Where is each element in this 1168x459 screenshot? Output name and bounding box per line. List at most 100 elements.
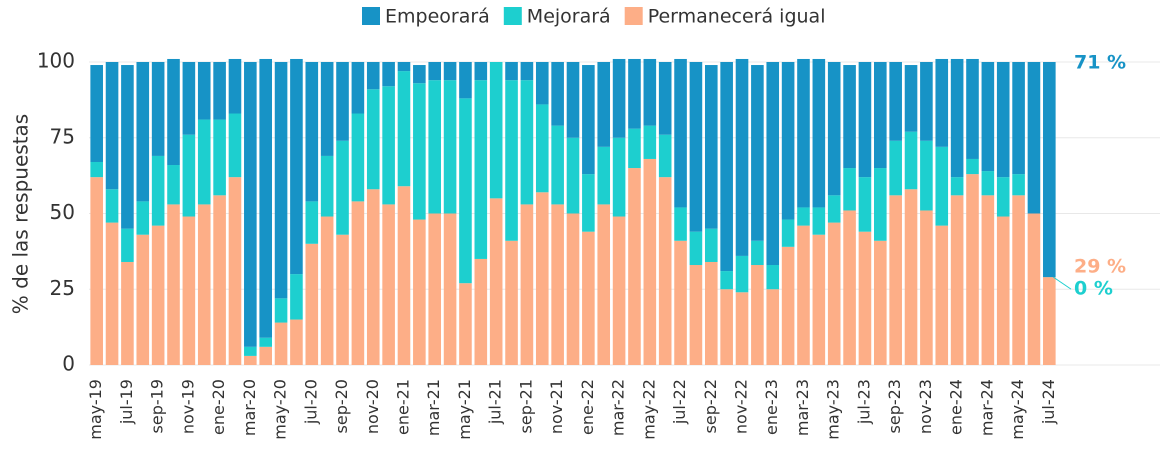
bar-segment bbox=[213, 195, 226, 365]
bar-segment bbox=[228, 58, 242, 114]
legend-label: Mejorará bbox=[527, 6, 611, 28]
bar-segment bbox=[597, 204, 611, 365]
bar-segment bbox=[105, 222, 119, 365]
bar-segment bbox=[766, 265, 780, 290]
bar-segment bbox=[167, 165, 180, 205]
x-tick-label: sep-19 bbox=[148, 379, 167, 433]
bar-segment bbox=[720, 271, 733, 290]
bar-segment bbox=[628, 58, 641, 129]
bar-segment bbox=[520, 204, 534, 365]
bar-segment bbox=[336, 140, 349, 235]
bar-segment bbox=[259, 337, 272, 347]
bar-segment bbox=[136, 62, 150, 202]
bar-segment bbox=[1027, 213, 1041, 365]
bar-segment bbox=[1012, 62, 1025, 175]
bar-segment bbox=[382, 86, 395, 205]
y-tick-label: 75 bbox=[50, 124, 75, 148]
legend-swatch bbox=[362, 7, 380, 25]
bar-segment bbox=[474, 80, 488, 259]
bar-segment bbox=[935, 146, 949, 226]
bar-segment bbox=[720, 62, 733, 272]
bar-segment bbox=[413, 219, 426, 365]
x-tick-label: jul-23 bbox=[854, 379, 873, 425]
bar-segment bbox=[874, 168, 887, 241]
x-tick-label: nov-23 bbox=[916, 379, 935, 434]
bar-segment bbox=[182, 62, 196, 135]
bar-segment bbox=[305, 201, 319, 244]
bar-segment bbox=[551, 125, 564, 205]
bar-segment bbox=[812, 58, 826, 208]
bar-segment bbox=[413, 83, 426, 220]
bar-segment bbox=[720, 289, 733, 365]
bar-segment bbox=[397, 71, 411, 187]
bar-segment bbox=[305, 62, 319, 202]
bar-segment bbox=[274, 298, 288, 323]
x-tick-label: nov-21 bbox=[547, 379, 566, 434]
bar-segment bbox=[996, 62, 1010, 178]
legend-swatch bbox=[503, 7, 522, 25]
bar-segment bbox=[966, 158, 979, 175]
bar-segment bbox=[781, 62, 795, 220]
bar-segment bbox=[136, 234, 150, 365]
bar-segment bbox=[643, 125, 657, 159]
bar-segment bbox=[674, 240, 687, 365]
bar-segment bbox=[290, 58, 303, 275]
bar-segment bbox=[351, 201, 365, 365]
x-tick-label: ene-21 bbox=[393, 379, 412, 435]
bar-segment bbox=[121, 65, 134, 229]
bar-segment bbox=[858, 231, 872, 365]
bar-segment bbox=[505, 240, 518, 365]
legend-label: Empeorará bbox=[385, 6, 490, 28]
x-tick-label: ene-23 bbox=[762, 379, 781, 435]
bar-segment bbox=[966, 174, 979, 365]
leader-line bbox=[1053, 276, 1072, 290]
bar-segment bbox=[966, 58, 979, 159]
bar-segment bbox=[920, 62, 933, 141]
x-tick-label: mar-21 bbox=[424, 379, 443, 436]
bar-segment bbox=[274, 322, 288, 365]
bar-segment bbox=[566, 62, 580, 138]
bar-segment bbox=[735, 292, 749, 365]
bar-segment bbox=[382, 204, 395, 365]
bar-segment bbox=[535, 104, 549, 193]
bar-segment bbox=[950, 177, 964, 196]
bar-segment bbox=[781, 246, 795, 365]
bar-segment bbox=[781, 219, 795, 247]
bar-segment bbox=[628, 168, 641, 365]
bar-segment bbox=[674, 207, 687, 241]
bar-segment bbox=[90, 177, 103, 365]
bar-segment bbox=[827, 62, 841, 196]
bar-segment bbox=[874, 62, 887, 169]
bar-segment bbox=[213, 119, 226, 196]
bar-segment bbox=[751, 65, 764, 241]
bar-segment bbox=[904, 131, 918, 190]
bar-segment bbox=[121, 228, 134, 262]
x-tick-label: jul-24 bbox=[1039, 379, 1058, 425]
bar-segment bbox=[428, 213, 442, 365]
x-tick-label: mar-20 bbox=[240, 379, 259, 436]
bar-segment bbox=[351, 113, 365, 202]
bar-segment bbox=[520, 62, 534, 81]
bar-segment bbox=[366, 189, 380, 365]
bar-segment bbox=[366, 89, 380, 190]
bar-segment bbox=[259, 346, 272, 365]
bar-segment bbox=[812, 207, 826, 235]
bar-segment bbox=[397, 62, 411, 72]
bar-segment bbox=[535, 192, 549, 365]
bar-segment bbox=[428, 62, 442, 81]
x-tick-label: sep-21 bbox=[516, 379, 535, 433]
bar-segment bbox=[751, 240, 764, 266]
bar-segment bbox=[689, 265, 703, 365]
bar-segment bbox=[704, 65, 718, 229]
bar-segment bbox=[136, 201, 150, 235]
bar-segment bbox=[151, 62, 165, 156]
bar-segment bbox=[336, 62, 349, 141]
bar-segment bbox=[351, 62, 365, 114]
bar-segment bbox=[213, 62, 226, 120]
bar-segment bbox=[981, 171, 995, 196]
bar-segment bbox=[1027, 62, 1041, 214]
bar-segment bbox=[643, 58, 657, 126]
bar-segment bbox=[244, 62, 257, 347]
bar-segment bbox=[443, 62, 457, 81]
bar-segment bbox=[566, 213, 580, 365]
